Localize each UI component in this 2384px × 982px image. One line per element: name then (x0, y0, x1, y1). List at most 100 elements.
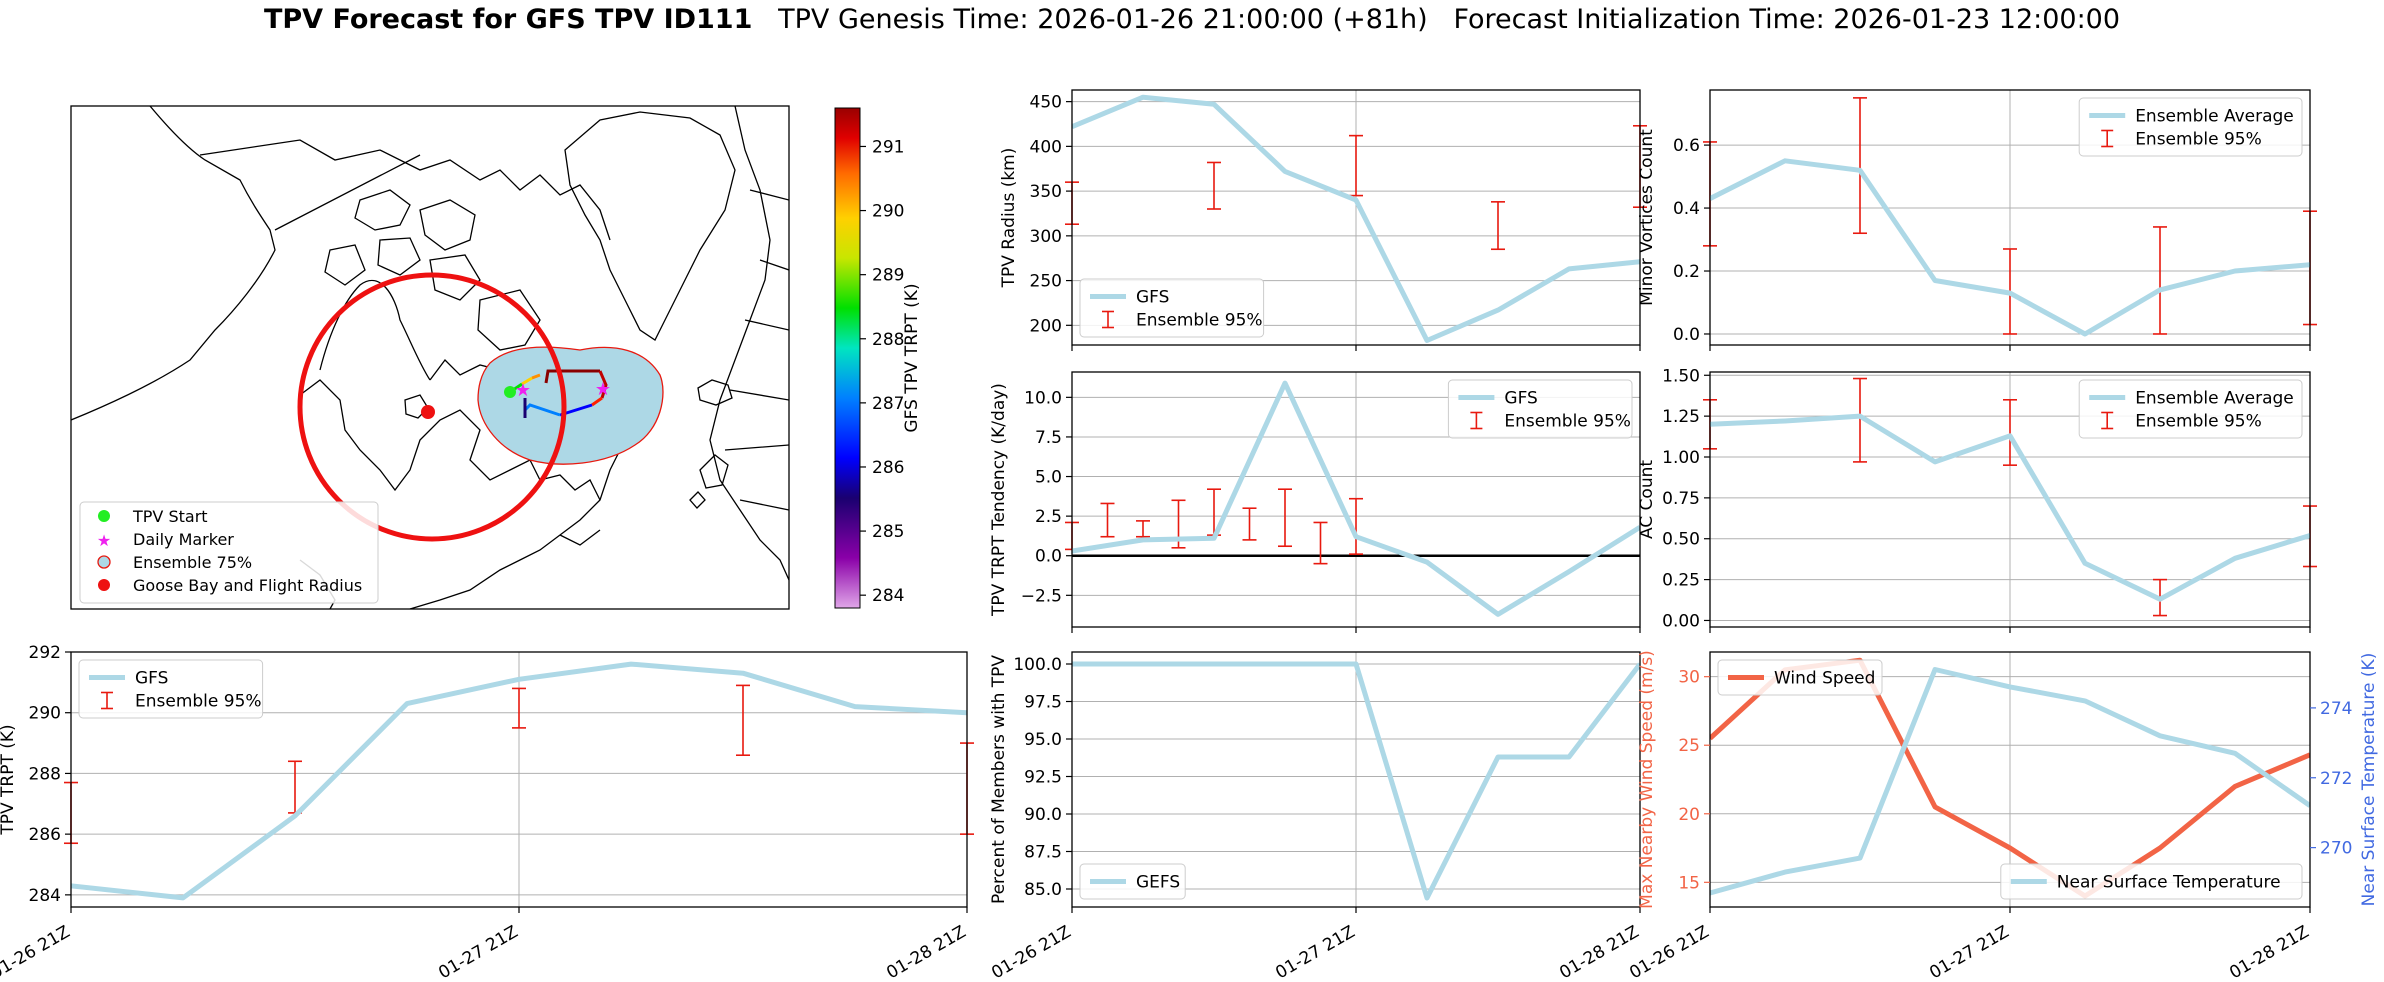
panel-ac-ytick-label-3: 0.75 (1662, 489, 1700, 509)
panel-wind-ytick-label-0: 15 (1678, 873, 1700, 893)
panel-trpt: 284 286 288 290 292 TPV TRPT (K) 01-26 21Z 01-2… (0, 643, 974, 982)
legend-box (2078, 97, 2303, 157)
panel-trpt-xtick-label-0: 01-26 21Z (0, 922, 74, 982)
map-frame (70, 105, 790, 610)
panel-members-ylabel: Percent of Members with TPV (989, 655, 1009, 904)
map-legend-box (79, 501, 379, 604)
legend-label-0: Wind Speed (1774, 669, 1875, 689)
legend-label-0: Ensemble Average (2135, 389, 2294, 409)
panel-members-series-0 (1072, 661, 1640, 901)
panel-minor-ylabel: Minor Vortices Count (1637, 129, 1657, 306)
panel-radius-series-0 (1072, 94, 1640, 343)
panel-wind-y2tick-label-2: 274 (2320, 699, 2352, 719)
panel-minor-ytick-label-0: 0.0 (1673, 325, 1700, 345)
panel-wind-series-1 (1710, 667, 2310, 896)
panel-tendency-ytick-label-3: 5.0 (1035, 468, 1062, 488)
legend-box (1447, 379, 1633, 439)
panel-wind-ylabel: Max Nearby Wind Speed (m/s) (1637, 650, 1657, 909)
panel-trpt-errorbar-2 (512, 687, 526, 729)
track-seg-6 (591, 396, 603, 407)
panel-tendency-errorbar-1 (1100, 502, 1115, 538)
legend-label-0: Near Surface Temperature (2057, 873, 2281, 893)
legend-box (1079, 863, 1186, 900)
legend-box (2000, 863, 2303, 900)
panel-wind-xtick-label-0: 01-26 21Z (1626, 922, 1712, 982)
panel-trpt-errorbar-3 (736, 684, 750, 757)
panel-tendency-errorbar-7 (1313, 521, 1328, 565)
panel-trpt-ylabel: TPV TRPT (K) (0, 724, 18, 835)
panel-tendency-errorbar-6 (1278, 488, 1292, 548)
legend-box (78, 659, 264, 719)
legend-goose-label: Goose Bay and Flight Radius (133, 576, 362, 595)
legend-label-0: GFS (1504, 389, 1537, 409)
legend-daily-marker: ★ (97, 531, 111, 550)
tpv-start-point (504, 386, 516, 398)
panel-members-ytick-label-3: 92.5 (1024, 768, 1062, 788)
panel-ac-ytick-label-2: 0.50 (1662, 530, 1700, 550)
track-seg-3 (531, 373, 541, 380)
panel-wind-ytick-label-2: 25 (1678, 736, 1700, 756)
legend-box (1079, 278, 1265, 338)
panel-wind-y2tick-label-1: 272 (2320, 769, 2352, 789)
legend-label-1: Ensemble 95% (1504, 412, 1631, 432)
panel-members-legend: GEFS (1079, 863, 1186, 900)
panel-trpt-ytick-label-1: 286 (29, 825, 61, 845)
colorbar: GFS TPV TRPT (K) 284 285 286 287 288 289 290 29… (834, 107, 922, 609)
colorbar-tick-label-7: 291 (872, 137, 904, 157)
panel-tendency-ylabel: TPV TRPT Tendency (K/day) (989, 383, 1009, 617)
goose-bay-point (421, 405, 435, 419)
panel-ac-ytick-label-6: 1.50 (1662, 366, 1700, 386)
panel-radius-ytick-label-0: 200 (1030, 316, 1062, 336)
panel-tendency-errorbar-2 (1136, 520, 1150, 538)
panel-radius-legend: GFS Ensemble 95% (1079, 278, 1265, 338)
coastline-hudson (299, 379, 601, 501)
panel-ac-ytick-label-0: 0.00 (1662, 611, 1700, 631)
legend-box (2078, 379, 2303, 439)
panel-members-xtick-label-1: 01-27 21Z (1272, 922, 1358, 982)
coastline-europe (709, 106, 789, 581)
panel-minor-ytick-label-1: 0.2 (1673, 262, 1700, 282)
legend-label-1: Ensemble 95% (2135, 412, 2262, 432)
coastline-alaska (71, 106, 276, 421)
daily-marker-2: ★ (595, 379, 611, 400)
panel-radius-ytick-label-1: 250 (1030, 272, 1062, 292)
track-seg-2 (521, 376, 533, 386)
coastline-nova-scotia (559, 529, 601, 546)
panel-ac-errorbar-2 (2003, 398, 2017, 466)
panel-tendency-ytick-label-1: 0.0 (1035, 547, 1062, 567)
panel-radius-errorbar-1 (1207, 161, 1221, 210)
panel-ac: 0.00 0.25 0.50 0.75 1.00 1.25 1.50 AC Count Ense… (1637, 366, 2317, 633)
figure-title-main: TPV Forecast for GFS TPV ID111 (263, 4, 753, 35)
panel-tendency-ytick-label-5: 10.0 (1024, 388, 1062, 408)
island-1 (354, 189, 411, 231)
panel-trpt-ytick-label-2: 288 (29, 764, 61, 784)
panel-radius-ytick-label-5: 450 (1030, 93, 1062, 113)
panel-tendency-ytick-label-4: 7.5 (1035, 428, 1062, 448)
panel-tendency-series-0 (1072, 380, 1640, 617)
panel-members-ytick-label-6: 100.0 (1013, 655, 1062, 675)
legend-label-0: GFS (1136, 288, 1169, 308)
panel-wind-xtick-label-2: 01-28 21Z (2226, 922, 2312, 982)
panel-minor-ytick-label-2: 0.4 (1673, 199, 1700, 219)
legend-start-marker (98, 510, 110, 522)
track-seg-5 (598, 370, 608, 399)
panel-wind-y2tick-label-0: 270 (2320, 839, 2352, 859)
legend-box (1717, 659, 1883, 696)
colorbar-tick-label-0: 284 (872, 586, 904, 606)
panel-minor-legend: Ensemble Average Ensemble 95% (2078, 97, 2303, 157)
panel-radius-ytick-label-3: 350 (1030, 182, 1062, 202)
panel-ac-series-0 (1710, 413, 2310, 602)
legend-label-1: Ensemble 95% (1136, 311, 1263, 331)
map-legend: TPV Start ★ Daily Marker Ensemble 75% Go… (79, 501, 379, 604)
island-4 (429, 254, 481, 301)
europe-borders (724, 189, 789, 511)
daily-marker-1: ★ (515, 380, 531, 401)
island-baffin (477, 289, 541, 351)
panel-ac-ylabel: AC Count (1637, 460, 1657, 539)
panel-ac-errorbar-1 (1853, 377, 1867, 463)
legend-label-0: GFS (135, 669, 168, 689)
panel-members-ytick-label-4: 95.0 (1024, 730, 1062, 750)
figure-title: TPV Forecast for GFS TPV ID111 TPV Genes… (0, 4, 2384, 35)
